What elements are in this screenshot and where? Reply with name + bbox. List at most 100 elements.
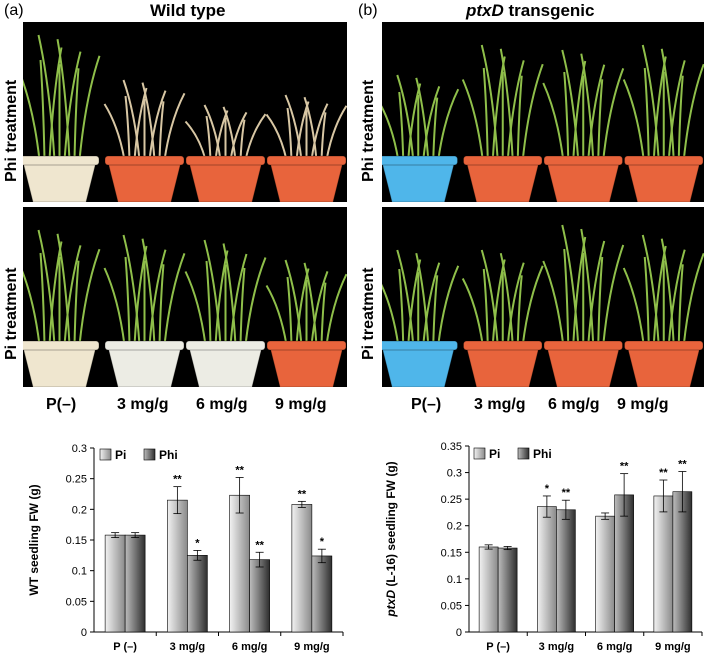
y-tick-label: 0.05 bbox=[441, 600, 462, 612]
y-tick-label: 0.35 bbox=[441, 441, 462, 453]
seedling-leaf bbox=[103, 267, 126, 346]
seedling-leaf bbox=[124, 95, 131, 161]
pot-body bbox=[23, 346, 97, 387]
pot-body bbox=[188, 346, 263, 387]
seedling-leaf bbox=[148, 249, 167, 346]
significance-label: ** bbox=[298, 488, 307, 500]
panel-a-dose-label: P(–) bbox=[46, 396, 77, 413]
seedling-leaf bbox=[602, 67, 625, 161]
panel-b-title: ptxD transgenic bbox=[466, 1, 594, 21]
significance-label: ** bbox=[562, 487, 571, 499]
seedling-leaf bbox=[325, 273, 347, 346]
seedling-leaf bbox=[667, 60, 686, 161]
panel-a-title: Wild type bbox=[150, 1, 226, 20]
seedling-leaf bbox=[542, 260, 565, 346]
bar-phi bbox=[672, 491, 693, 633]
seedling-leaf bbox=[163, 92, 186, 161]
seedling-leaf bbox=[320, 282, 327, 346]
seedling-leaf bbox=[124, 256, 131, 346]
seedling-leaf bbox=[432, 97, 439, 161]
seedling-leaf bbox=[56, 38, 71, 161]
legend-label: Phi bbox=[533, 447, 552, 461]
seedling-leaf bbox=[23, 78, 41, 161]
pot-body bbox=[382, 346, 456, 387]
panel-b-letter: (b) bbox=[358, 2, 378, 19]
y-tick-label: 0.15 bbox=[66, 535, 87, 547]
pot-rim bbox=[23, 155, 100, 166]
panel-b-dose-label: 3 mg/g bbox=[474, 396, 526, 413]
bar-phi bbox=[249, 559, 270, 633]
seedling-leaf bbox=[432, 275, 439, 346]
seedling-leaf bbox=[396, 249, 415, 346]
significance-label: ** bbox=[173, 474, 182, 486]
seedling-leaf bbox=[587, 64, 606, 161]
bar-phi bbox=[124, 534, 146, 633]
x-tick-label: 3 mg/g bbox=[170, 641, 205, 653]
pot-body bbox=[626, 161, 701, 202]
seedling-leaf bbox=[239, 267, 246, 346]
seedling-leaf bbox=[103, 103, 126, 161]
seedling-leaf bbox=[499, 48, 514, 161]
seedling-leaf bbox=[437, 88, 460, 161]
seedling-leaf bbox=[480, 249, 499, 346]
seedling-leaf bbox=[587, 240, 606, 346]
seedling-leaf bbox=[265, 113, 288, 161]
bar-pi bbox=[595, 515, 615, 633]
seedling-leaf bbox=[677, 264, 684, 346]
seedling-leaf bbox=[78, 248, 101, 346]
x-tick-label: 6 mg/g bbox=[597, 641, 632, 653]
pot-rim bbox=[23, 340, 100, 351]
seedling-leaf bbox=[63, 51, 82, 161]
ptxd-fresh-weight-chart: 0 0.05 0.1 0.15 0.2 0.25 0.3 0.35 ptxD (L-16) se… bbox=[384, 441, 703, 653]
panel-b-title-gene: ptxD bbox=[466, 1, 504, 20]
panel-b-row-bottom-label: Pi treatment bbox=[360, 267, 377, 360]
seedling-leaf bbox=[78, 55, 101, 161]
pot-rim bbox=[463, 340, 543, 351]
seedling-leaf bbox=[222, 243, 237, 346]
seedling-leaf bbox=[682, 252, 704, 346]
pot-rim bbox=[382, 340, 458, 351]
seedling-leaf bbox=[56, 233, 71, 346]
pot-body bbox=[546, 161, 621, 202]
seedling-leaf bbox=[122, 234, 141, 346]
seedling-leaf bbox=[622, 267, 645, 346]
seedling-leaf bbox=[286, 276, 293, 346]
seedling-leaf bbox=[561, 224, 580, 346]
seedling-leaf bbox=[158, 101, 165, 161]
legend-swatch bbox=[143, 448, 156, 461]
seedling-leaf bbox=[480, 44, 499, 161]
photo-wt-phi bbox=[23, 22, 347, 202]
seedling-leaf bbox=[660, 48, 675, 161]
seedling-leaf bbox=[23, 270, 41, 346]
panel-b-title-rest: transgenic bbox=[503, 1, 595, 20]
seedling-leaf bbox=[203, 239, 222, 346]
seedling-leaf bbox=[622, 79, 645, 161]
pot-body bbox=[269, 161, 344, 202]
y-tick-label: 0.2 bbox=[72, 504, 87, 516]
seedling-leaf bbox=[73, 68, 80, 161]
seedling-leaf bbox=[141, 82, 156, 161]
photo-ptxd-phi-drawing bbox=[382, 44, 704, 202]
pot-body bbox=[546, 346, 621, 387]
legend-label: Pi bbox=[115, 448, 126, 462]
bar-pi bbox=[478, 546, 499, 633]
pot-body bbox=[626, 346, 701, 387]
seedling-leaf bbox=[303, 262, 318, 346]
seedling-leaf bbox=[184, 120, 207, 161]
significance-label: ** bbox=[255, 539, 264, 551]
seedling-leaf bbox=[506, 60, 525, 161]
y-tick-label: 0.2 bbox=[447, 521, 462, 533]
wt-fresh-weight-chart: 0 0.05 0.1 0.15 0.2 0.25 0.3 WT seedling FW (g)… bbox=[27, 443, 344, 653]
pot-body bbox=[465, 346, 540, 387]
seedling-leaf bbox=[516, 275, 523, 346]
seedling-leaf bbox=[396, 74, 415, 161]
seedling-leaf bbox=[122, 79, 141, 161]
pot-rim bbox=[185, 340, 266, 351]
seedling-leaf bbox=[229, 111, 248, 161]
panel-a-row-top-label: Phi treatment bbox=[3, 79, 20, 182]
seedling-leaf bbox=[63, 245, 82, 346]
y-axis-label-rest: (L-16) seedling FW (g) bbox=[384, 461, 398, 590]
seedling-leaf bbox=[286, 107, 293, 161]
y-tick-label: 0.1 bbox=[72, 566, 87, 578]
legend-label: Pi bbox=[489, 447, 500, 461]
